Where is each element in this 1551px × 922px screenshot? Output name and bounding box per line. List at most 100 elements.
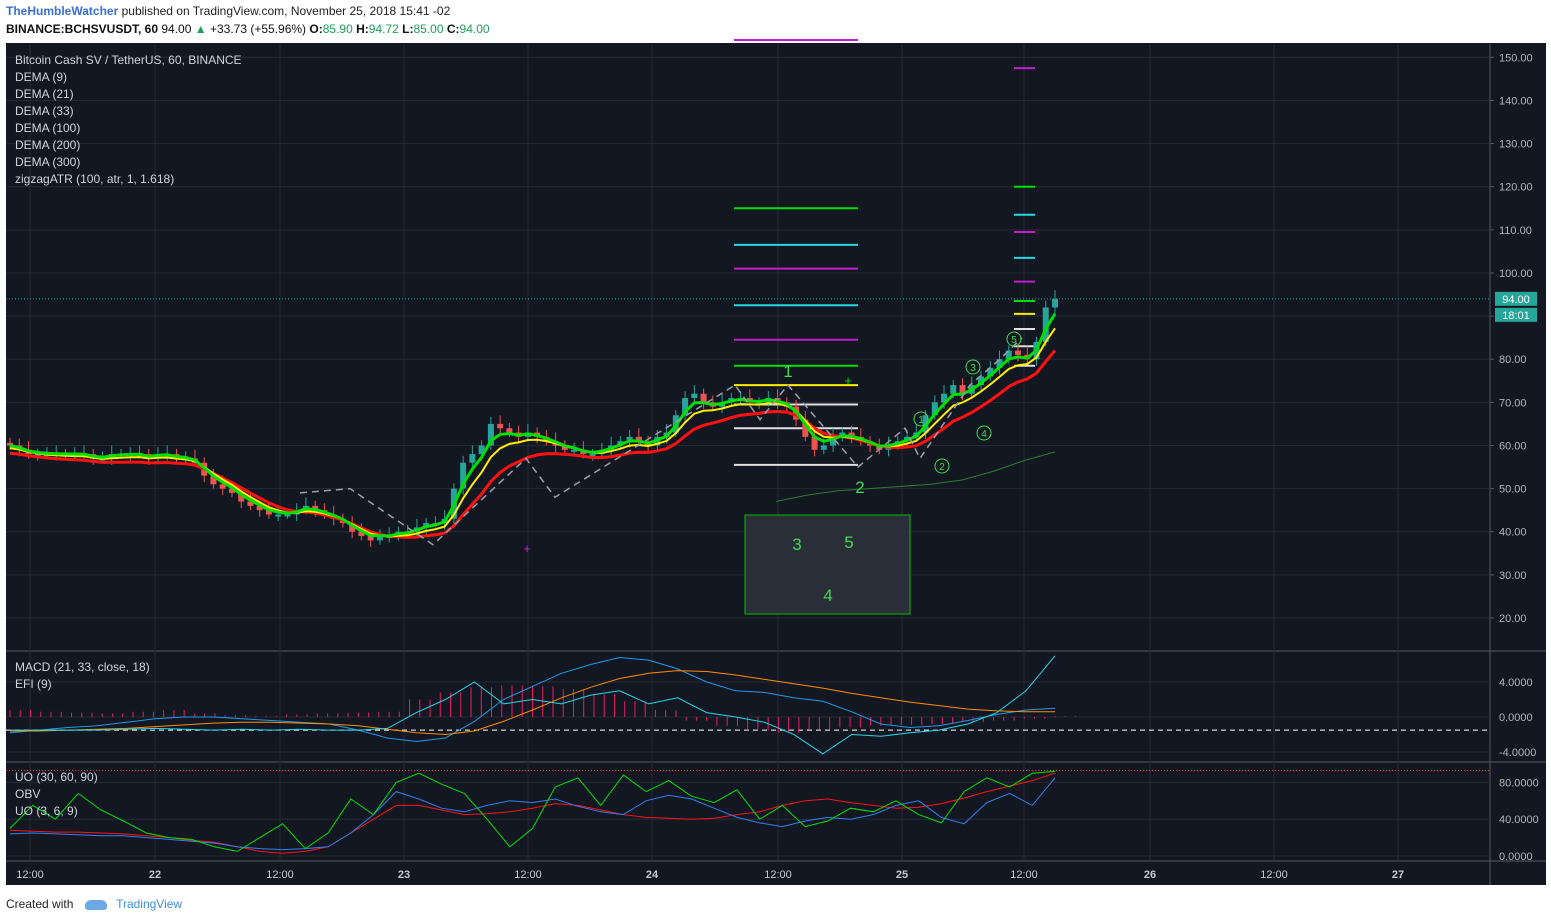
candle-body <box>1042 307 1049 342</box>
candle-body <box>478 445 485 455</box>
time-tick-label: 26 <box>1144 869 1156 881</box>
wave-label: 4 <box>823 586 832 605</box>
candle-body <box>265 510 272 515</box>
price-tick-label: 40.00 <box>1499 527 1527 539</box>
candle-body <box>238 492 245 502</box>
time-tick-label: 24 <box>646 869 659 881</box>
wave-box <box>744 514 911 615</box>
candle-body <box>228 488 235 493</box>
ohlc-l: 85.00 <box>413 22 444 36</box>
up-arrow-icon: ▲ <box>194 22 207 36</box>
price-tick-label: 80.00 <box>1499 354 1527 366</box>
wave-circle <box>976 425 992 441</box>
legend-study: DEMA (9) <box>15 70 67 84</box>
wave-circle <box>1006 331 1022 347</box>
macd-tick-label: 0.0000 <box>1499 712 1533 724</box>
dema-long-line <box>775 451 1056 502</box>
symbol-line: BINANCE:BCHSVUSDT, 60 94.00 ▲ +33.73 (+5… <box>6 22 490 36</box>
macd-series-line <box>9 656 1056 743</box>
zigzag-line <box>299 337 1023 546</box>
price-badge-label: 94.00 <box>1502 294 1530 306</box>
time-tick-label: 12:00 <box>1260 869 1288 881</box>
candle-body <box>996 359 1003 368</box>
legend-study: DEMA (33) <box>15 104 74 118</box>
time-badge <box>1495 307 1537 322</box>
legend-study: DEMA (300) <box>15 155 80 169</box>
price-tick-label: 150.00 <box>1499 52 1533 64</box>
uo-legend: UO (30, 60, 90) <box>15 770 98 784</box>
wave-circle <box>913 411 929 427</box>
candle-body <box>941 393 948 403</box>
candle-body <box>830 436 837 446</box>
change: +33.73 (+55.96%) <box>209 22 307 36</box>
uo-tick-label: 80.0000 <box>1499 777 1539 789</box>
ohlc-c-label: C: <box>446 22 460 36</box>
ohlc-o: 85.90 <box>322 22 353 36</box>
time-tick-label: 12:00 <box>266 869 294 881</box>
uo-legend: UO (3, 6, 9) <box>15 804 78 818</box>
price-tick-label: 70.00 <box>1499 397 1527 409</box>
time-tick-label: 12:00 <box>16 869 44 881</box>
time-tick-label: 27 <box>1392 869 1404 881</box>
price-tick-label: 60.00 <box>1499 440 1527 452</box>
symbol: BINANCE:BCHSVUSDT, 60 <box>6 22 159 36</box>
candle-body <box>284 514 291 517</box>
ohlc-c: 94.00 <box>459 22 490 36</box>
candle-body <box>469 454 476 463</box>
wave-circle <box>965 359 981 375</box>
candle-body <box>7 442 13 446</box>
wave-label: 3 <box>792 535 801 554</box>
candle-body <box>219 484 226 489</box>
uo-tick-label: 40.0000 <box>1499 814 1539 826</box>
candle-body <box>756 402 763 405</box>
wave-circle-label: 3 <box>970 363 976 374</box>
uo-tick-label: 0.0000 <box>1499 851 1533 863</box>
time-tick-label: 12:00 <box>514 869 542 881</box>
candle-body <box>691 393 698 399</box>
wave-circle-label: 4 <box>981 429 987 440</box>
candle-body <box>820 445 827 450</box>
candle-body <box>247 501 254 506</box>
candle-body <box>987 367 994 377</box>
candle-body <box>256 505 263 511</box>
candle-body <box>978 376 985 386</box>
candle-body <box>959 385 966 394</box>
legend-study: zigzagATR (100, atr, 1, 1.618) <box>15 172 174 186</box>
candle-body <box>487 423 494 446</box>
wave-label: 2 <box>855 478 864 497</box>
tradingview-logo-icon <box>84 899 107 910</box>
wave-circle-label: 1 <box>918 415 924 426</box>
candle-body <box>802 419 809 437</box>
candle-body <box>460 462 467 489</box>
ohlc-h: 94.72 <box>368 22 399 36</box>
legend-study: DEMA (21) <box>15 87 74 101</box>
ohlc-o-label: O: <box>309 22 323 36</box>
price-tick-label: 100.00 <box>1499 268 1533 280</box>
candle-body <box>349 523 356 532</box>
macd-tick-label: -4.0000 <box>1499 747 1536 759</box>
legend-study: DEMA (200) <box>15 138 80 152</box>
time-tick-label: 22 <box>149 869 161 881</box>
footer: Created with TradingView <box>6 897 182 911</box>
candle-body <box>376 536 383 541</box>
macd-legend: MACD (21, 33, close, 18) <box>15 660 150 674</box>
price-tick-label: 50.00 <box>1499 484 1527 496</box>
wave-circle-label: 5 <box>1011 335 1017 346</box>
candle-body <box>367 536 374 541</box>
uo-series-line <box>9 777 1056 851</box>
tradingview-link[interactable]: TradingView <box>116 897 183 911</box>
legend-title: Bitcoin Cash SV / TetherUS, 60, BINANCE <box>15 53 242 67</box>
macd-series-line <box>10 670 1055 736</box>
uo-series-line <box>9 770 1056 852</box>
time-badge-label: 18:01 <box>1502 310 1530 322</box>
author-link[interactable]: TheHumbleWatcher <box>6 4 119 18</box>
uo-legend: OBV <box>15 787 40 801</box>
price-tick-label: 120.00 <box>1499 182 1533 194</box>
candle-body <box>1052 298 1058 308</box>
candle-body <box>811 436 818 450</box>
wave-label: 5 <box>844 533 853 552</box>
candle-body <box>1015 350 1022 355</box>
magenta-plus-marker: + <box>523 541 531 556</box>
candle-body <box>210 475 217 485</box>
